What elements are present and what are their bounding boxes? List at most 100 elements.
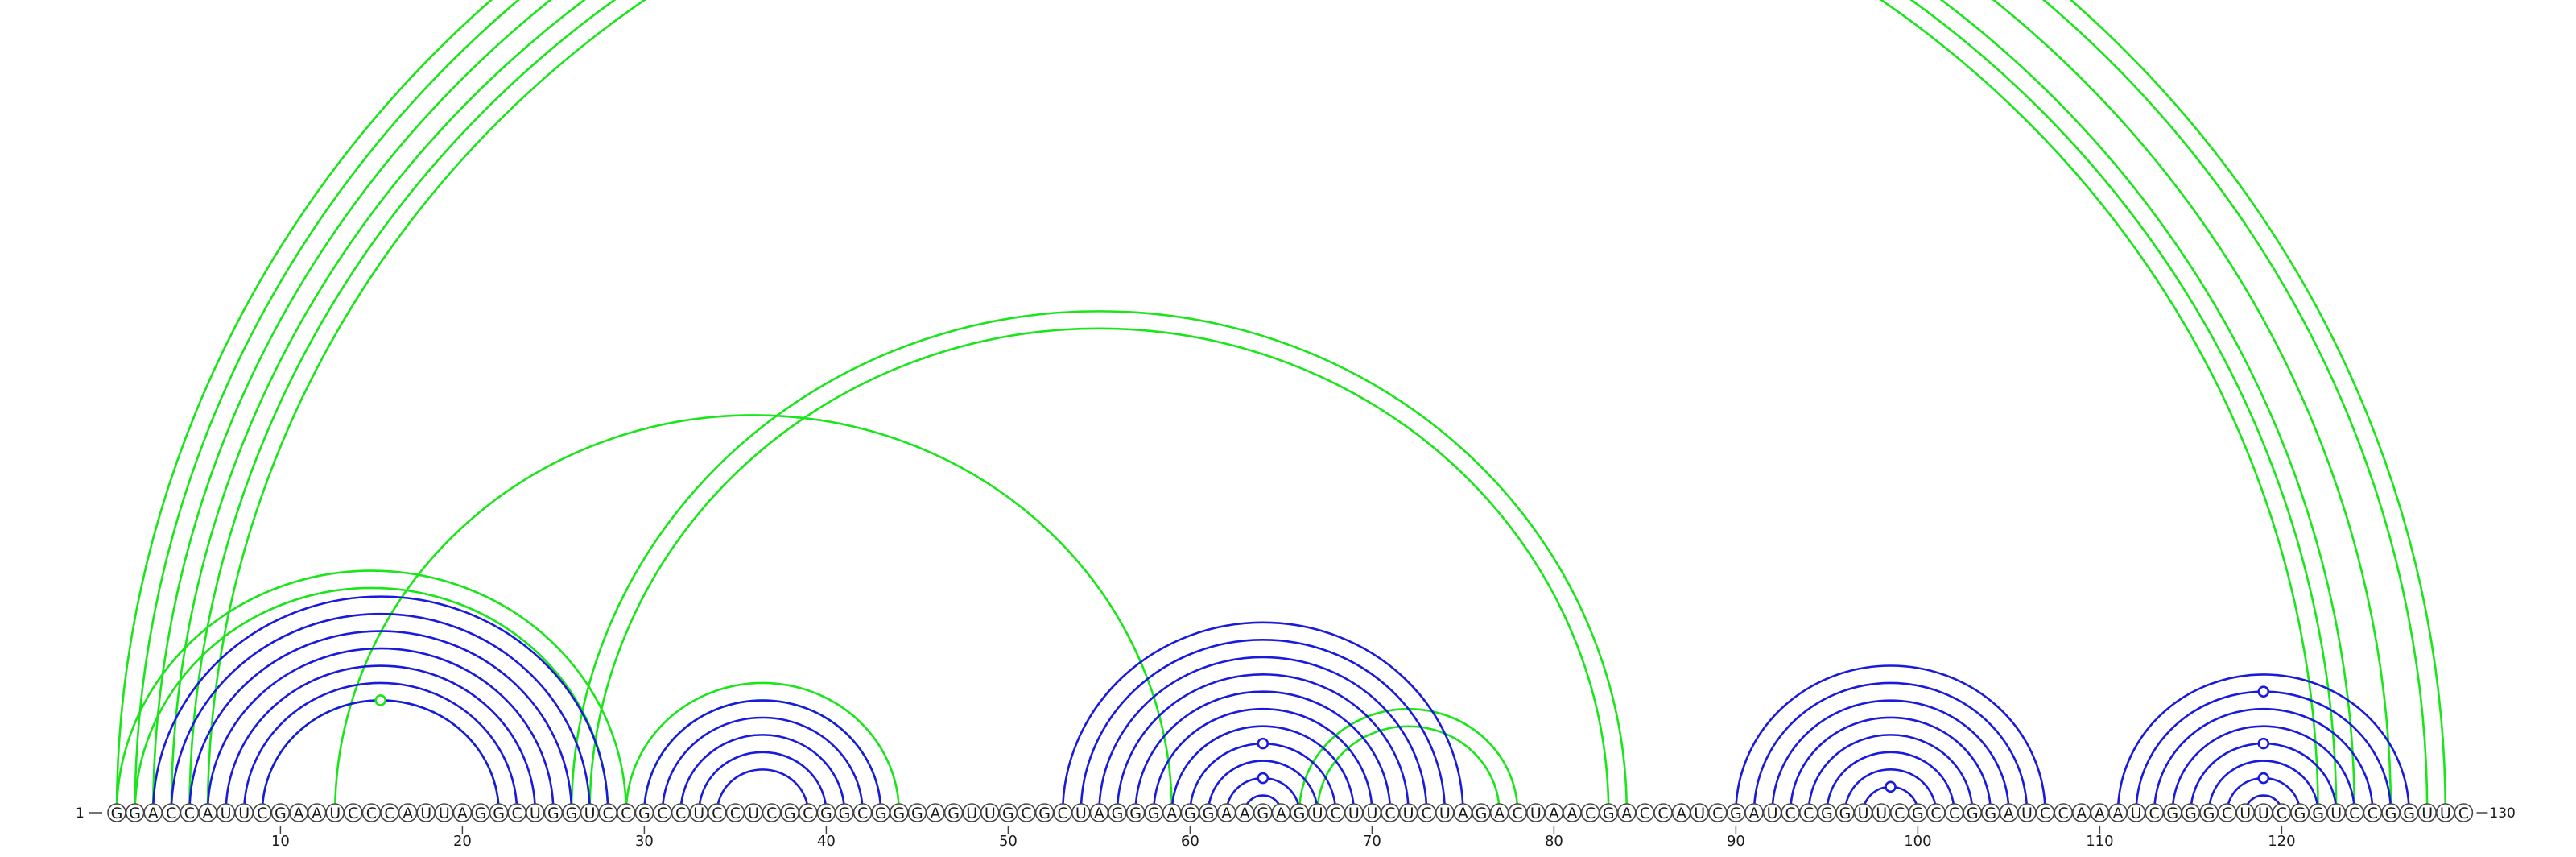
blue-arc-34-39 — [716, 768, 810, 814]
nucleotide-99: C — [1894, 805, 1905, 822]
nucleotide-97: U — [1858, 805, 1869, 822]
nucleotide-85: C — [1640, 805, 1650, 822]
nucleotide-26: G — [566, 805, 578, 822]
markers-layer — [374, 685, 2270, 793]
nucleotide-9: C — [257, 805, 267, 822]
nucleotide-58: G — [1148, 805, 1160, 822]
nucleotide-108: C — [2058, 805, 2069, 822]
nucleotide-125: C — [2368, 805, 2378, 822]
nucleotide-105: A — [2004, 805, 2014, 822]
blue-arc-116-122 — [2207, 760, 2319, 814]
green-arc-2-128 — [134, 0, 2429, 814]
nucleotide-53: C — [1058, 805, 1068, 822]
nucleotide-73: C — [1422, 805, 1432, 822]
blue-arc-8-23 — [242, 681, 518, 814]
nucleotide-96: G — [1839, 805, 1852, 822]
blue-arc-94-103 — [1807, 734, 1974, 814]
blue-arc-59-69 — [1170, 725, 1356, 814]
blue-arc-7-24 — [225, 664, 537, 814]
nucleotide-32: C — [675, 805, 686, 822]
nucleotide-17: A — [402, 805, 413, 822]
nucleotide-28: C — [603, 805, 613, 822]
nucleotide-51: C — [1021, 805, 1031, 822]
nucleotide-109: A — [2076, 805, 2087, 822]
nucleotide-111: A — [2113, 805, 2124, 822]
nucleotide-126: G — [2385, 805, 2397, 822]
blue-arc-55-73 — [1098, 656, 1428, 814]
nucleotide-80: A — [1549, 805, 1559, 822]
nucleotide-1: G — [111, 805, 123, 822]
tick-label-20: 20 — [453, 833, 472, 850]
nucleotide-106: U — [2021, 805, 2033, 822]
nucleotide-29: C — [621, 805, 631, 822]
blue-arc-91-106 — [1752, 681, 2029, 814]
nucleotide-116: G — [2203, 805, 2215, 822]
nucleotide-7: U — [221, 805, 232, 822]
nucleotide-127: G — [2403, 805, 2415, 822]
blue-arc-56-72 — [1116, 673, 1410, 814]
green-arc-9-22 — [261, 699, 500, 814]
nucleotide-34: C — [712, 805, 722, 822]
blue-arc-114-124 — [2171, 725, 2356, 814]
nucleotide-72: U — [1403, 805, 1414, 822]
nucleotide-4: C — [166, 805, 176, 822]
blue-arc-marker-97-100 — [1885, 780, 1897, 793]
nucleotide-71: C — [1385, 805, 1395, 822]
blue-arc-33-40 — [697, 751, 828, 814]
nucleotide-63: A — [1240, 805, 1250, 822]
nucleotide-103: G — [1967, 805, 1979, 822]
nucleotide-76: G — [1476, 805, 1488, 822]
start-index-label: 1 — [76, 805, 85, 822]
nucleotide-81: A — [1567, 805, 1578, 822]
nucleotide-62: A — [1221, 805, 1232, 822]
nucleotide-64: G — [1257, 805, 1269, 822]
tick-label-40: 40 — [817, 833, 836, 850]
nucleotide-67: U — [1312, 805, 1323, 822]
nucleotide-16: C — [384, 805, 394, 822]
nucleotide-79: U — [1530, 805, 1542, 822]
arcs-layer — [115, 0, 2447, 814]
nucleotide-49: U — [985, 805, 996, 822]
nucleotide-130-circle — [2454, 803, 2474, 822]
nucleotide-33: U — [693, 805, 704, 822]
blue-arc-3-28 — [151, 595, 609, 814]
blue-arc-57-71 — [1134, 690, 1392, 814]
tick-label-70: 70 — [1363, 833, 1381, 850]
nucleotide-130: C — [2458, 805, 2469, 822]
nucleotide-2: G — [129, 805, 141, 822]
blue-arc-30-43 — [643, 699, 882, 814]
nucleotide-48: U — [966, 805, 977, 822]
blue-arc-92-105 — [1771, 699, 2010, 814]
nucleotide-24: U — [530, 805, 541, 822]
nucleotide-90: G — [1730, 805, 1742, 822]
nucleotide-89: C — [1712, 805, 1723, 822]
tick-label-50: 50 — [999, 833, 1018, 850]
green-arc-67-77 — [1316, 725, 1501, 814]
nucleotide-60: G — [1184, 805, 1196, 822]
nucleotide-36: U — [748, 805, 759, 822]
tick-label-100: 100 — [1904, 833, 1931, 850]
blue-arc-marker-112-126 — [2257, 685, 2270, 698]
nucleotide-15: C — [366, 805, 377, 822]
blue-arc-111-127 — [2116, 673, 2410, 814]
tick-label-120: 120 — [2268, 833, 2295, 850]
nucleotide-75: A — [1458, 805, 1468, 822]
green-arc-1-29 — [115, 569, 628, 814]
nucleotide-3: A — [148, 805, 159, 822]
nucleotide-112: U — [2131, 805, 2142, 822]
tick-label-10: 10 — [271, 833, 290, 850]
nucleotide-124: C — [2349, 805, 2359, 822]
blue-arc-marker-60-68 — [1257, 737, 1269, 750]
nucleotide-119: U — [2258, 805, 2269, 822]
nucleotide-110: A — [2095, 805, 2105, 822]
nucleotide-102: C — [1949, 805, 1959, 822]
nucleotide-118: U — [2240, 805, 2251, 822]
green-arc-marker-9-22 — [374, 694, 387, 706]
nucleotide-46: A — [931, 805, 941, 822]
nucleotide-66: G — [1294, 805, 1306, 822]
nucleotide-113: C — [2149, 805, 2160, 822]
green-arc-13-59 — [333, 413, 1174, 814]
nucleotide-104: G — [1984, 805, 1996, 822]
blue-arc-90-107 — [1735, 664, 2046, 814]
